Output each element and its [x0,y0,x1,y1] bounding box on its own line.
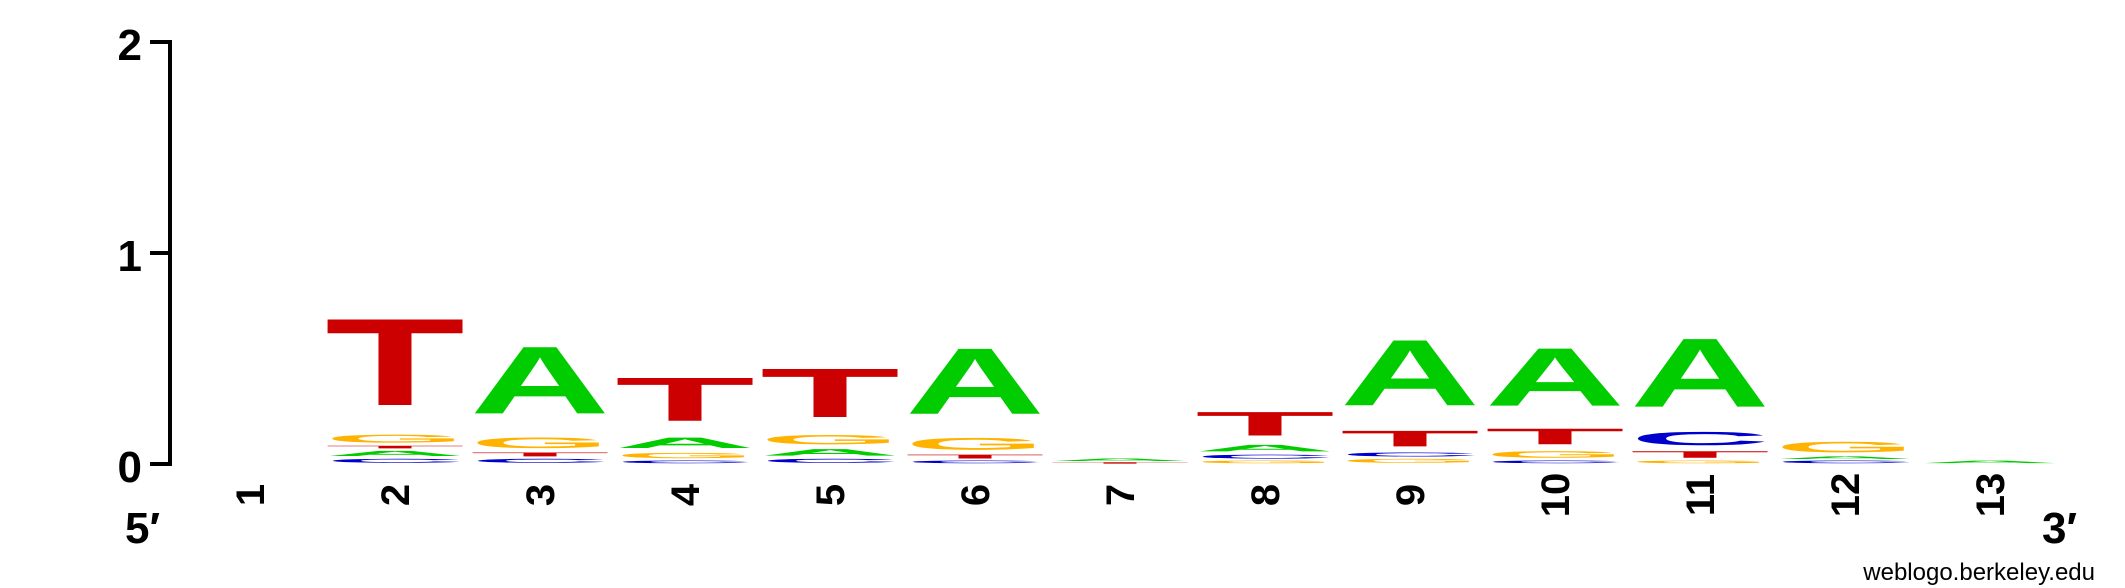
logo-letter-a-pos-4: A [615,435,755,452]
x-tick-label-2: 2 [374,484,418,506]
logo-letter-a-pos-12: A [1775,456,1915,460]
logo-letter-a-pos-7: A [1050,458,1190,462]
logo-letter-a-pos-13: A [1920,460,2060,464]
five-prime-label: 5′ [125,504,160,553]
y-axis: 0 1 2 [118,21,172,492]
logo-letter-g-pos-11: G [1630,460,1770,464]
logo-letter-t-pos-4: T [615,364,755,434]
logo-letter-a-pos-10: A [1485,331,1625,424]
logo-letter-c-pos-5: C [760,458,900,464]
logo-letter-t-pos-10: T [1485,424,1625,449]
logo-letter-t-pos-8: T [1195,405,1335,443]
logo-letter-a-pos-3: A [470,327,610,434]
logo-letter-a-pos-9: A [1340,321,1480,426]
logo-letter-a-pos-11: A [1630,318,1770,428]
logo-letter-t-pos-7: T [1050,462,1190,464]
y-tick-label-0: 0 [118,443,142,492]
x-tick-label-8: 8 [1244,484,1288,506]
logo-letter-c-pos-2: C [325,458,465,464]
logo-letter-a-pos-6: A [905,329,1045,434]
x-tick-label-4: 4 [664,483,708,506]
logo-letter-t-pos-2: T [325,445,465,449]
logo-letter-g-pos-6: G [905,434,1045,453]
logo-letter-g-pos-3: G [470,434,610,451]
x-tick-label-6: 6 [954,484,998,506]
x-tick-label-9: 9 [1389,484,1433,506]
logo-letter-c-pos-3: C [470,458,610,464]
logo-letter-t-pos-11: T [1630,449,1770,460]
logo-letter-g-pos-12: G [1775,439,1915,456]
credit-text: weblogo.berkeley.edu [1862,559,2095,586]
logo-letter-g-pos-5: G [760,432,900,447]
logo-letter-g-pos-2: G [325,432,465,445]
logo-letter-t-pos-3: T [470,451,610,457]
logo-letter-a-pos-5: A [760,447,900,458]
logo-letter-c-pos-8: C [1195,453,1335,459]
logo-letter-g-pos-8: G [1195,460,1335,464]
logo-letter-c-pos-11: C [1630,428,1770,449]
x-tick-label-11: 11 [1679,474,1723,516]
x-tick-label-5: 5 [809,484,853,506]
x-tick-label-10: 10 [1534,473,1578,518]
x-tick-label-7: 7 [1099,484,1143,506]
x-tick-label-3: 3 [519,484,563,506]
logo-letter-g-pos-4: G [615,451,755,459]
logo-letter-c-pos-12: C [1775,460,1915,464]
three-prime-label: 3′ [2042,504,2077,553]
logo-letter-g-pos-9: G [1340,458,1480,464]
logo-letter-c-pos-4: C [615,460,755,464]
x-tick-label-1: 1 [229,484,273,506]
y-tick-label-1: 1 [118,232,142,281]
logo-letter-t-pos-5: T [760,354,900,432]
logo-letter-t-pos-2: T [325,293,465,432]
x-axis-labels: 1 2 3 4 5 6 7 8 9 10 11 12 13 [229,473,2013,518]
logo-letter-a-pos-2: A [325,449,465,457]
logo-letter-t-pos-9: T [1340,426,1480,451]
y-tick-label-2: 2 [118,21,142,70]
logo-letter-g-pos-10: G [1485,449,1625,459]
x-tick-label-13: 13 [1969,473,2013,518]
logo-letter-a-pos-8: A [1195,443,1335,454]
x-tick-label-12: 12 [1824,473,1868,518]
logo-letter-c-pos-10: C [1485,460,1625,464]
logo-letter-c-pos-6: C [905,460,1045,464]
logo-letter-t-pos-6: T [905,453,1045,459]
logo-letter-c-pos-9: C [1340,451,1480,457]
